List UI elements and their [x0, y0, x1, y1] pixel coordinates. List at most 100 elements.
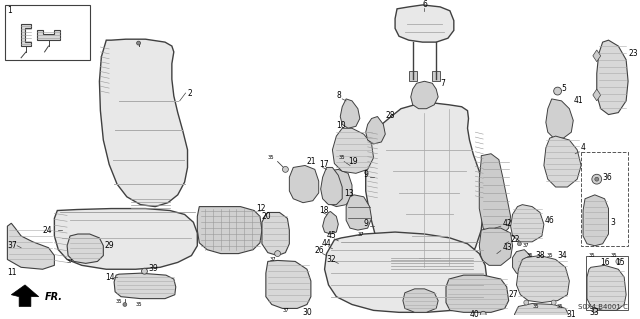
Text: 8: 8 [337, 92, 341, 100]
Text: 19: 19 [348, 157, 358, 166]
Polygon shape [479, 154, 511, 236]
Text: 34: 34 [557, 251, 567, 260]
Polygon shape [409, 71, 417, 81]
Text: 11: 11 [8, 268, 17, 277]
Text: 37: 37 [66, 259, 73, 264]
Text: 1: 1 [8, 6, 12, 15]
Text: 37: 37 [270, 257, 276, 262]
Polygon shape [323, 211, 339, 234]
Text: 15: 15 [616, 258, 625, 267]
Polygon shape [432, 71, 440, 81]
Text: 35: 35 [339, 155, 345, 160]
Text: 23: 23 [628, 49, 637, 58]
Text: 18: 18 [319, 206, 328, 215]
Polygon shape [516, 256, 570, 302]
Circle shape [123, 302, 127, 307]
Text: 37: 37 [8, 241, 17, 250]
Circle shape [593, 308, 597, 313]
Text: 27: 27 [509, 290, 518, 299]
Text: FR.: FR. [45, 292, 63, 302]
Polygon shape [411, 81, 438, 109]
Text: 41: 41 [573, 96, 583, 105]
Polygon shape [21, 25, 31, 46]
Polygon shape [289, 166, 319, 203]
Polygon shape [262, 212, 289, 256]
Text: 35: 35 [116, 299, 123, 304]
Text: 17: 17 [319, 160, 328, 169]
Circle shape [141, 268, 147, 274]
Circle shape [616, 259, 621, 264]
Polygon shape [12, 285, 38, 307]
Text: 32: 32 [326, 255, 336, 264]
Text: 45: 45 [326, 232, 336, 241]
Text: 16: 16 [600, 258, 609, 267]
Text: 38: 38 [535, 251, 545, 260]
Text: 7: 7 [440, 79, 445, 88]
Circle shape [480, 311, 486, 317]
Text: 4: 4 [581, 143, 586, 152]
Text: 46: 46 [545, 216, 555, 225]
Text: 37: 37 [358, 232, 365, 236]
Polygon shape [593, 50, 601, 62]
Polygon shape [323, 169, 352, 207]
Text: 35: 35 [611, 253, 617, 258]
Text: 35: 35 [136, 302, 142, 307]
Text: 14: 14 [106, 273, 115, 282]
Circle shape [518, 242, 522, 246]
Polygon shape [197, 207, 262, 254]
Polygon shape [511, 205, 544, 242]
Text: 35: 35 [547, 253, 554, 258]
Circle shape [554, 87, 561, 95]
Polygon shape [346, 195, 372, 230]
Polygon shape [479, 228, 513, 265]
Circle shape [282, 167, 289, 172]
Text: S0X4 B4001 C: S0X4 B4001 C [578, 304, 628, 310]
Circle shape [595, 177, 598, 181]
Text: 3: 3 [611, 218, 615, 227]
Text: 42: 42 [503, 219, 513, 228]
Polygon shape [403, 289, 438, 312]
Text: 2: 2 [188, 89, 192, 98]
Text: 35: 35 [526, 253, 533, 258]
Circle shape [136, 41, 141, 45]
Text: 20: 20 [262, 212, 271, 221]
Polygon shape [99, 39, 188, 207]
Polygon shape [587, 265, 626, 310]
Text: 13: 13 [344, 189, 354, 198]
Text: 44: 44 [322, 239, 332, 248]
Text: 21: 21 [307, 157, 316, 166]
Text: 43: 43 [503, 243, 513, 252]
Polygon shape [546, 99, 573, 138]
Circle shape [524, 300, 529, 305]
Text: 35: 35 [589, 253, 596, 258]
Polygon shape [596, 40, 628, 115]
Polygon shape [324, 232, 487, 312]
Text: 37: 37 [282, 308, 289, 313]
Text: 26: 26 [315, 246, 324, 255]
Polygon shape [446, 275, 509, 312]
Polygon shape [365, 116, 385, 144]
Polygon shape [395, 5, 454, 42]
Polygon shape [332, 128, 374, 173]
Polygon shape [8, 223, 54, 269]
Polygon shape [544, 136, 581, 187]
Text: 9: 9 [364, 170, 369, 179]
Polygon shape [513, 250, 532, 275]
Text: 28: 28 [385, 111, 395, 120]
Text: 35: 35 [557, 304, 563, 309]
Polygon shape [583, 195, 609, 246]
Circle shape [275, 251, 280, 256]
Polygon shape [340, 99, 360, 128]
Circle shape [592, 174, 602, 184]
Text: 35: 35 [532, 304, 539, 309]
Polygon shape [515, 303, 570, 319]
Text: 40: 40 [470, 310, 479, 319]
Text: 35: 35 [268, 155, 275, 160]
Polygon shape [593, 89, 601, 101]
Text: 9: 9 [364, 219, 369, 228]
Text: 31: 31 [566, 310, 576, 319]
Polygon shape [321, 167, 342, 205]
Circle shape [551, 300, 556, 305]
Polygon shape [266, 260, 311, 308]
Text: 12: 12 [256, 204, 266, 213]
